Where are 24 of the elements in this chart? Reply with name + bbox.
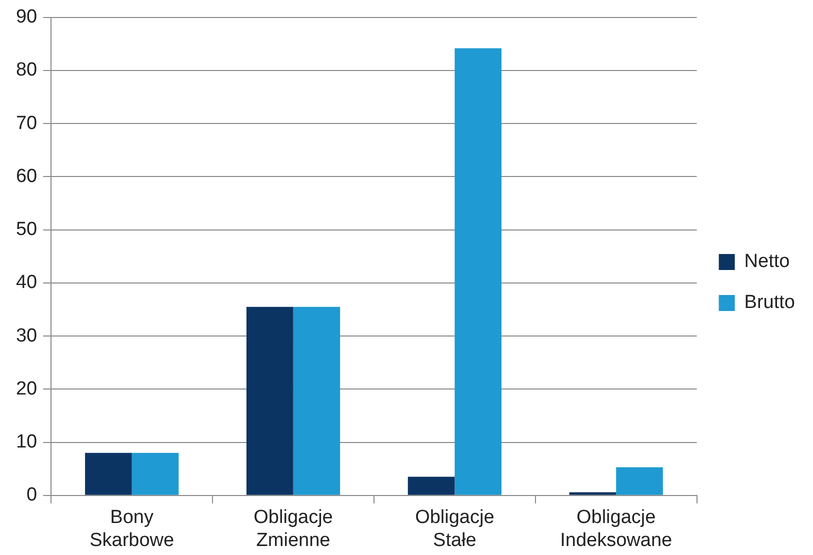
bar	[616, 467, 663, 495]
bar	[454, 48, 502, 495]
y-tick-label: 10	[16, 432, 38, 453]
legend-label: Netto	[744, 251, 790, 272]
y-tick-label: 70	[16, 112, 38, 134]
y-tick-label: 50	[16, 219, 38, 240]
y-tick-label: 80	[16, 60, 38, 81]
y-tick-label: 40	[16, 272, 38, 294]
bar	[569, 492, 616, 495]
bar	[293, 306, 340, 495]
bar	[85, 452, 132, 495]
bar	[132, 452, 179, 495]
bar	[408, 476, 455, 495]
x-tick-label: Obligacje Indeksowane	[560, 507, 672, 551]
legend-label: Brutto	[744, 292, 796, 314]
x-tick-label: Bony Skarbowe	[90, 507, 174, 551]
y-tick-label: 0	[26, 484, 38, 506]
y-tick-label: 30	[16, 325, 38, 346]
x-tick-label: Obligacje Stałe	[415, 507, 494, 551]
x-tick-label: Obligacje Zmienne	[254, 507, 333, 551]
y-tick-label: 90	[16, 6, 38, 28]
bar	[246, 306, 294, 495]
y-tick-label: 60	[16, 166, 38, 187]
y-tick-label: 20	[16, 378, 38, 400]
